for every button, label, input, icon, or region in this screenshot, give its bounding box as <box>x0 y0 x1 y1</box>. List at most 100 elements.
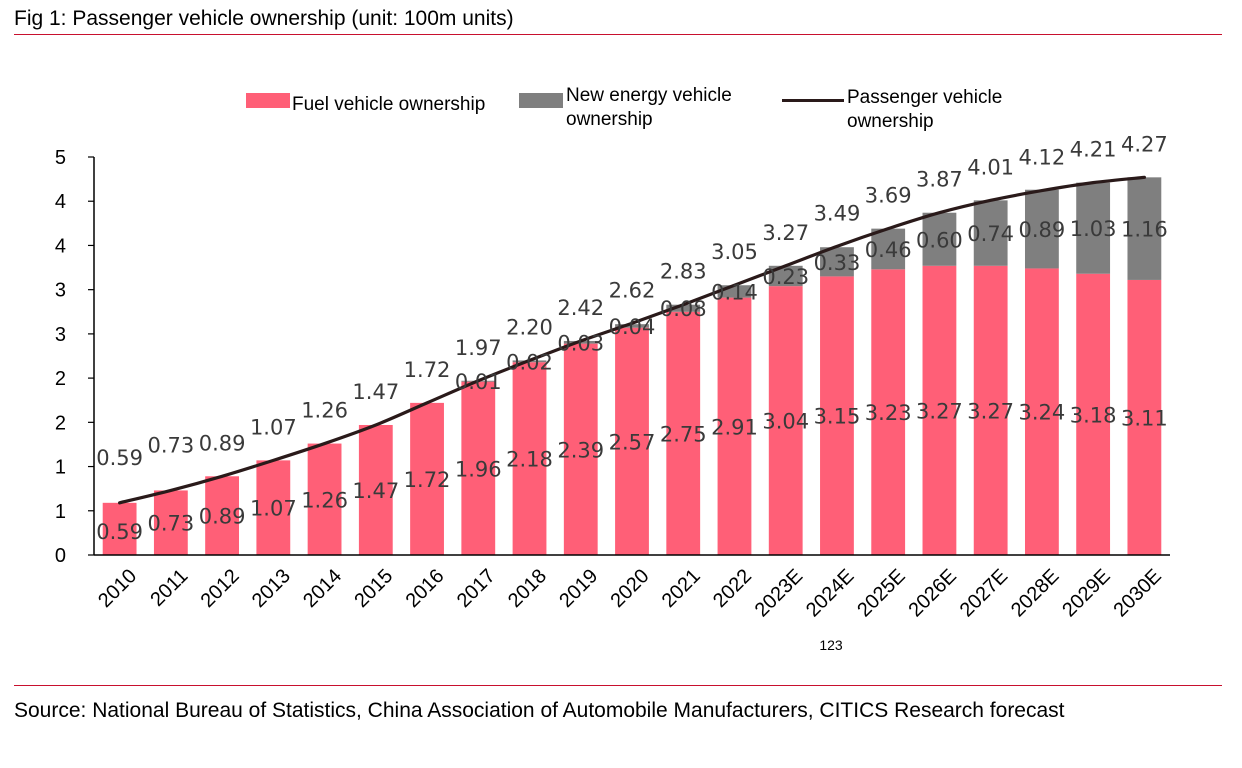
fuel-value-label: 1.47 <box>352 479 399 503</box>
bar-fuel <box>871 269 906 555</box>
bar-fuel <box>615 327 649 555</box>
fuel-value-label: 2.18 <box>506 448 553 472</box>
bar-fuel <box>1076 273 1111 555</box>
fuel-value-label: 3.15 <box>814 405 861 429</box>
bar-nev <box>1076 182 1111 274</box>
bar-fuel <box>1024 268 1059 555</box>
x-tick-label: 2022 <box>709 565 756 612</box>
total-series <box>118 175 1146 505</box>
legend-swatch-total-line <box>782 99 844 102</box>
x-tick-label: 2015 <box>350 565 397 612</box>
total-line-path <box>118 175 1146 505</box>
total-value-label: 2.42 <box>557 296 604 320</box>
bar-nev <box>615 324 649 328</box>
nev-value-label: 0.74 <box>967 222 1014 246</box>
bar-nev <box>1024 189 1059 269</box>
x-tick-label: 2023E <box>751 565 807 621</box>
total-value-label: 0.73 <box>147 433 194 457</box>
bar-fuel <box>102 502 137 555</box>
total-value-label: 4.27 <box>1121 132 1168 156</box>
bar-nev <box>871 228 906 270</box>
x-tick-label: 2028E <box>1007 565 1063 621</box>
fuel-value-label: 3.24 <box>1019 401 1066 425</box>
total-value-label: 3.27 <box>762 221 809 245</box>
total-value-label: 1.26 <box>301 399 348 423</box>
bar-fuel <box>410 402 444 555</box>
bar-fuel <box>358 424 393 555</box>
x-tick-label: 2026E <box>905 565 961 621</box>
fuel-value-label: 3.27 <box>967 399 1014 423</box>
source-note: Source: National Bureau of Statistics, C… <box>14 699 1065 722</box>
y-tick-label: 4 <box>55 191 66 213</box>
bar-fuel <box>666 311 701 555</box>
bar-fuel <box>307 443 342 555</box>
bar-fuel <box>922 265 957 555</box>
fuel-value-label: 2.75 <box>660 422 707 446</box>
fuel-value-label: 3.18 <box>1070 403 1117 427</box>
legend-label-nev: New energy vehicle ownership <box>566 85 732 130</box>
total-value-label: 3.69 <box>865 184 912 208</box>
nev-value-label: 0.89 <box>1019 218 1066 242</box>
nev-value-label: 0.33 <box>814 251 861 275</box>
x-tick-label: 2025E <box>853 565 909 621</box>
fuel-value-label: 0.59 <box>96 520 143 544</box>
x-tick-label: 2019 <box>555 565 602 612</box>
bar-fuel <box>153 490 188 555</box>
fuel-value-label: 2.57 <box>609 430 656 454</box>
nev-value-label: 0.03 <box>557 331 604 355</box>
stray-label: 123 <box>819 637 843 650</box>
x-tick-label: 2010 <box>94 565 141 612</box>
x-tick-label: 2021 <box>658 565 705 612</box>
legend-swatch-nev <box>519 93 563 108</box>
bar-fuel <box>563 343 598 555</box>
bar-fuel <box>1127 279 1162 555</box>
bar-fuel <box>768 286 803 555</box>
fuel-value-label: 3.23 <box>865 401 912 425</box>
fuel-value-label: 3.27 <box>916 399 963 423</box>
y-tick-label: 3 <box>55 280 66 302</box>
total-value-label: 2.62 <box>609 278 656 302</box>
total-value-label: 1.97 <box>455 336 502 360</box>
x-tick-label: 2027E <box>956 565 1012 621</box>
nev-value-label: 0.01 <box>455 370 502 394</box>
total-value-label: 3.49 <box>814 201 861 225</box>
total-value-label: 4.12 <box>1019 146 1066 170</box>
y-axis: 0 1 1 2 2 3 3 4 4 5 <box>55 147 95 567</box>
nev-value-label: 1.03 <box>1070 217 1117 241</box>
fuel-value-label: 0.89 <box>199 505 246 529</box>
y-tick-label: 3 <box>55 324 66 346</box>
nev-value-label: 0.02 <box>506 350 553 374</box>
bar-nev <box>973 200 1008 266</box>
fuel-value-label: 1.72 <box>404 468 451 492</box>
data-labels: 0.59 0.73 0.89 1.07 1.26 1.47 1.72 1.96 2.18 2.39… <box>96 132 1168 544</box>
x-axis: 2010 2011 2012 2013 2014 2015 2016 2017 2018 2019… <box>94 554 1170 621</box>
nev-value-label: 0.14 <box>711 280 758 304</box>
total-value-label: 2.83 <box>660 260 707 284</box>
y-tick-label: 2 <box>55 412 66 434</box>
bar-fuel <box>205 476 240 555</box>
total-value-label: 4.01 <box>967 155 1014 179</box>
fuel-value-label: 1.07 <box>250 497 297 521</box>
fuel-value-label: 2.91 <box>711 415 758 439</box>
x-tick-label: 2024E <box>802 565 858 621</box>
x-tick-label: 2018 <box>504 565 551 612</box>
bar-nev <box>666 304 701 312</box>
bar-fuel <box>512 362 547 555</box>
legend-label-total: Passenger vehicle ownership <box>847 87 1003 132</box>
nev-value-label: 0.46 <box>865 238 912 262</box>
x-tick-label: 2011 <box>146 565 192 611</box>
x-tick-label: 2017 <box>453 565 500 612</box>
bar-fuel <box>820 276 854 555</box>
x-tick-label: 2020 <box>607 565 654 612</box>
bar-nev <box>1127 177 1162 280</box>
fuel-value-label: 2.39 <box>557 438 604 462</box>
total-value-label: 0.59 <box>96 446 143 470</box>
total-value-label: 3.87 <box>916 168 963 192</box>
bar-nev <box>922 212 957 266</box>
nev-value-label: 0.23 <box>762 265 809 289</box>
bar-nev <box>768 265 803 287</box>
x-tick-label: 2014 <box>299 565 346 612</box>
nev-value-label: 0.60 <box>916 228 963 252</box>
total-value-label: 3.05 <box>711 240 758 264</box>
